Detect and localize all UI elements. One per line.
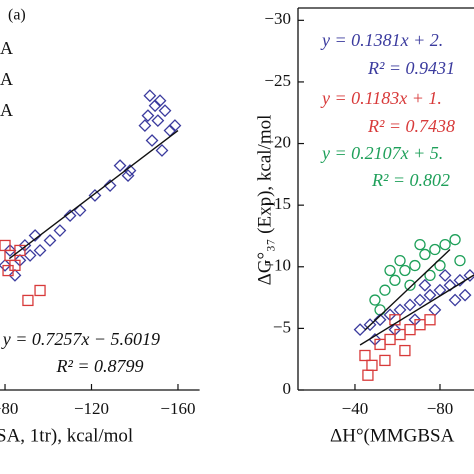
x-tick-label: −40	[342, 399, 369, 418]
point	[155, 144, 169, 157]
point	[429, 243, 441, 256]
equation: y = 0.7257x − 5.6019	[1, 329, 160, 349]
point	[373, 313, 387, 327]
point	[103, 179, 117, 192]
point	[0, 258, 12, 272]
point	[363, 318, 377, 332]
point	[359, 349, 371, 362]
point	[123, 164, 137, 178]
point	[434, 259, 446, 272]
point	[448, 293, 462, 307]
point	[138, 119, 152, 133]
equation: R² = 0.9431	[367, 58, 455, 78]
fit-line	[359, 274, 474, 346]
fit-line	[8, 130, 179, 260]
point	[2, 264, 14, 277]
point	[353, 323, 367, 337]
point	[399, 264, 411, 277]
point	[443, 278, 457, 292]
y-tick-label: −5	[273, 317, 291, 336]
equation: R² = 0.8799	[55, 356, 143, 376]
point	[419, 248, 431, 261]
x-tick-label: −160	[160, 399, 195, 418]
point	[409, 259, 421, 272]
x-axis-label: ΔH°(MMGBSA	[330, 425, 455, 446]
point	[141, 109, 155, 123]
point	[8, 268, 22, 282]
point	[384, 264, 396, 277]
point	[389, 274, 401, 286]
point	[14, 244, 26, 257]
legend-label: A	[0, 38, 13, 58]
point	[151, 114, 165, 128]
x-tick-label: −80	[0, 399, 18, 418]
equation: R² = 0.7438	[367, 116, 455, 136]
point	[143, 89, 157, 103]
y-tick-label: −25	[264, 71, 291, 90]
y-axis-label: ΔG°₃₇ (Exp), kcal/mol	[254, 115, 275, 286]
point	[121, 169, 135, 182]
y-tick-label: −15	[264, 194, 291, 213]
point	[168, 119, 182, 133]
point	[418, 278, 432, 292]
point	[454, 254, 466, 267]
point	[379, 284, 391, 296]
point	[403, 298, 417, 312]
point	[439, 238, 451, 251]
y-tick-label: −30	[264, 9, 291, 28]
y-tick-label: −20	[264, 132, 291, 151]
point	[423, 288, 437, 302]
point	[22, 294, 34, 307]
x-axis-label: SA, 1tr), kcal/mol	[0, 425, 133, 446]
equation: y = 0.1381x + 2.	[320, 30, 443, 50]
point	[424, 269, 436, 282]
y-tick-label: −10	[264, 256, 291, 275]
point	[424, 314, 436, 326]
y-tick-label: 0	[283, 379, 292, 398]
point	[28, 229, 42, 242]
point	[3, 244, 17, 257]
point	[414, 238, 426, 251]
point	[33, 244, 47, 257]
point	[88, 189, 102, 202]
point	[23, 248, 37, 262]
point	[394, 254, 406, 267]
point	[438, 268, 452, 282]
legend-label: A	[0, 100, 13, 120]
point	[113, 159, 127, 173]
point	[369, 294, 381, 306]
point	[413, 293, 427, 307]
point	[34, 284, 46, 297]
point	[145, 134, 159, 147]
equation: y = 0.2107x + 5.	[320, 143, 443, 163]
point	[458, 288, 472, 302]
point	[158, 104, 172, 118]
fit-line	[364, 249, 451, 331]
point	[148, 99, 162, 113]
point	[43, 234, 57, 247]
equation: R² = 0.802	[371, 170, 450, 190]
point	[63, 209, 77, 223]
point	[379, 354, 391, 367]
point	[362, 369, 374, 381]
x-tick-label: −80	[427, 399, 454, 418]
point	[399, 344, 411, 357]
x-tick-label: −120	[74, 399, 109, 418]
point	[453, 273, 467, 287]
equation: y = 0.1183x + 1.	[320, 88, 442, 108]
point	[153, 94, 167, 108]
panel-label: (a)	[8, 7, 26, 24]
legend-label: A	[0, 69, 13, 89]
point	[53, 224, 67, 237]
point	[449, 234, 461, 246]
point	[404, 279, 416, 291]
